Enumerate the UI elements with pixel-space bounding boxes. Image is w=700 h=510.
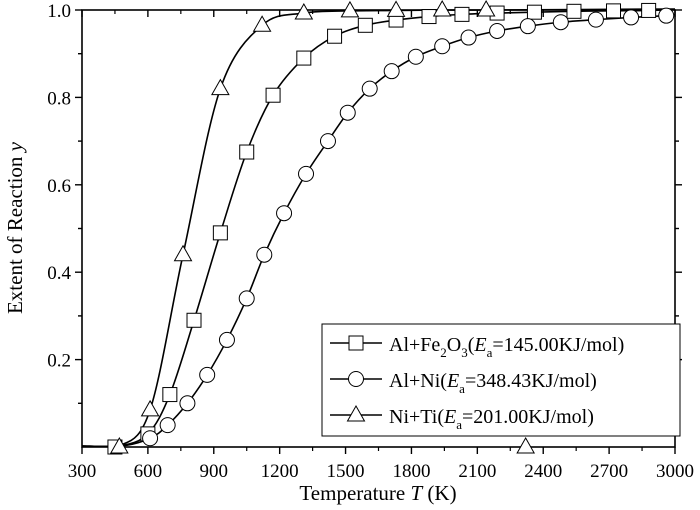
square-marker-icon — [265, 87, 281, 103]
x-tick-label: 1500 — [327, 461, 365, 482]
circle-marker-icon — [519, 18, 536, 35]
circle-marker-icon — [361, 80, 378, 97]
square-marker-icon — [526, 4, 542, 20]
square-marker-icon — [186, 312, 202, 328]
circle-marker-icon — [587, 11, 604, 28]
triangle-marker-icon — [211, 78, 230, 96]
triangle-marker-icon — [252, 15, 272, 32]
y-tick-label: 0.8 — [47, 88, 71, 109]
square-marker-icon — [357, 17, 373, 33]
x-tick-label: 3000 — [656, 461, 694, 482]
x-tick-label: 2700 — [590, 461, 628, 482]
circle-marker-icon — [383, 63, 400, 80]
circle-marker-icon — [407, 48, 424, 65]
y-axis-title: Extent of Reaction y — [3, 141, 27, 314]
triangle-marker-icon — [432, 0, 452, 17]
circle-marker-icon — [142, 430, 159, 447]
x-tick-label: 1200 — [261, 461, 299, 482]
y-tick-label: 0.6 — [47, 176, 71, 197]
circle-marker-icon — [434, 38, 451, 55]
x-tick-label: 1800 — [392, 461, 430, 482]
circle-marker-icon — [460, 29, 477, 46]
circle-marker-icon — [623, 9, 640, 26]
triangle-marker-icon — [140, 399, 160, 417]
y-tick-label: 0.2 — [47, 351, 71, 372]
x-tick-label: 2100 — [458, 461, 496, 482]
svg-text:Al+Fe2O3(Ea=145.00KJ/mol): Al+Fe2O3(Ea=145.00KJ/mol) — [389, 334, 624, 360]
square-marker-icon — [641, 2, 657, 18]
square-marker-icon — [566, 3, 582, 19]
circle-marker-icon — [256, 246, 273, 263]
square-marker-icon — [421, 9, 437, 25]
legend-entry-ni-ti: Ni+Ti(Ea=201.00KJ/mol) — [330, 404, 594, 432]
triangle-marker-icon — [516, 436, 536, 454]
triangle-marker-icon — [386, 0, 406, 17]
svg-text:Ni+Ti(Ea=201.00KJ/mol): Ni+Ti(Ea=201.00KJ/mol) — [389, 406, 594, 432]
square-marker-icon — [296, 50, 312, 66]
tick-labels: 300 600 900 1200 1500 1800 2100 2400 2700 3000 0.2… — [47, 1, 694, 482]
square-marker-icon — [212, 225, 228, 241]
x-tick-label: 900 — [200, 461, 229, 482]
circle-marker-icon — [179, 395, 196, 412]
triangle-marker-icon — [346, 404, 366, 422]
data-markers — [107, 0, 675, 455]
square-marker-icon — [239, 144, 255, 160]
square-marker-icon — [348, 335, 364, 351]
legend: Al+Fe2O3(Ea=145.00KJ/mol) Al+Ni(Ea=348.4… — [321, 323, 681, 437]
legend-entry-al-fe2o3: Al+Fe2O3(Ea=145.00KJ/mol) — [330, 334, 624, 360]
svg-text:Al+Ni(Ea=348.43KJ/mol): Al+Ni(Ea=348.43KJ/mol) — [389, 370, 597, 396]
x-axis-title: Temperature T (K) — [299, 481, 456, 505]
triangle-marker-icon — [294, 3, 314, 20]
circle-marker-icon — [276, 205, 293, 222]
y-tick-label: 0.4 — [47, 263, 71, 284]
x-tick-label: 600 — [134, 461, 163, 482]
circle-marker-icon — [552, 14, 569, 31]
circle-marker-icon — [218, 331, 235, 348]
circle-marker-icon — [298, 165, 315, 182]
x-tick-label: 300 — [68, 461, 97, 482]
triangle-marker-icon — [173, 244, 193, 262]
triangle-marker-icon — [109, 436, 129, 454]
y-tick-label: 1.0 — [47, 1, 71, 22]
legend-entry-al-ni: Al+Ni(Ea=348.43KJ/mol) — [330, 370, 597, 396]
circle-marker-icon — [348, 371, 364, 387]
circle-marker-icon — [339, 104, 356, 121]
square-marker-icon — [454, 6, 470, 22]
triangle-marker-icon — [476, 0, 496, 17]
circle-marker-icon — [319, 133, 336, 150]
axis-ticks — [75, 9, 682, 454]
square-marker-icon — [162, 387, 178, 403]
circle-marker-icon — [658, 7, 675, 24]
square-marker-icon — [606, 3, 622, 19]
circle-marker-icon — [489, 22, 506, 39]
square-marker-icon — [327, 28, 343, 44]
circle-marker-icon — [238, 290, 255, 307]
triangle-marker-icon — [340, 0, 360, 18]
circle-marker-icon — [159, 417, 176, 434]
circle-marker-icon — [199, 366, 216, 383]
x-tick-label: 2400 — [524, 461, 562, 482]
